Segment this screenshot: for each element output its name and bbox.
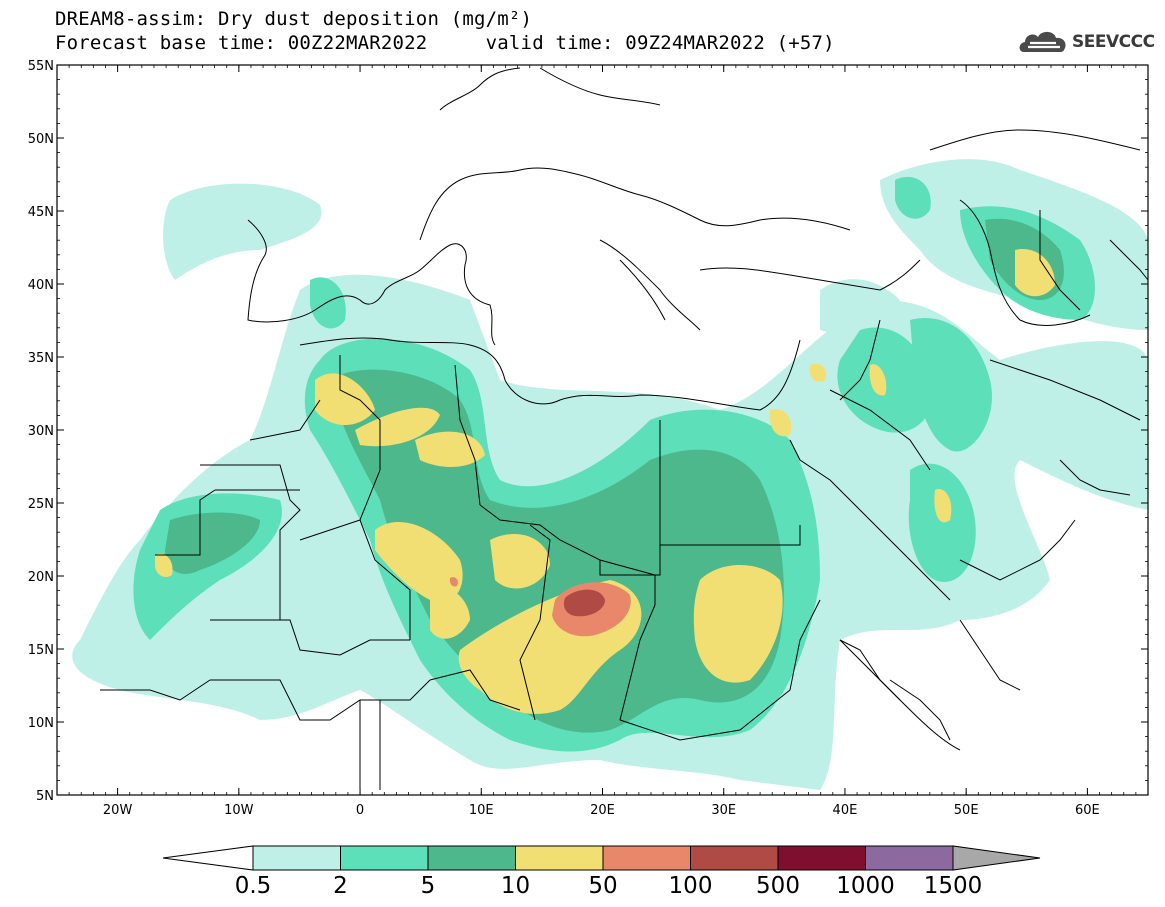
colorbar-box xyxy=(340,845,429,871)
lon-tick-label: 30E xyxy=(711,803,736,818)
colorbar-box xyxy=(427,845,516,871)
lat-tick-label: 25N xyxy=(28,497,54,512)
lon-tick-label: 0 xyxy=(356,803,364,818)
lat-tick-label: 10N xyxy=(28,716,54,731)
colorbar-label: 500 xyxy=(756,873,800,899)
lon-tick-label: 60E xyxy=(1075,803,1100,818)
colorbar-box xyxy=(515,845,604,871)
lon-tick-label: 40E xyxy=(833,803,858,818)
longitude-axis: 20W 10W 0 10E 20E 30E 40E 50E 60E xyxy=(56,65,1149,818)
lat-tick-label: 55N xyxy=(28,59,54,74)
colorbar-box xyxy=(865,845,954,871)
colorbar-low-arrow xyxy=(162,845,254,871)
colorbar: 0.5 2 5 10 50 100 500 1000 1500 xyxy=(162,845,1041,899)
colorbar-box xyxy=(602,845,691,871)
logo-text: SEEVCCC xyxy=(1072,32,1155,52)
lat-tick-label: 15N xyxy=(28,643,54,658)
colorbar-box xyxy=(777,845,866,871)
colorbar-box xyxy=(690,845,779,871)
lat-tick-label: 35N xyxy=(28,351,54,366)
lon-tick-label: 50E xyxy=(954,803,979,818)
lat-tick-label: 5N xyxy=(36,789,54,804)
borders-layer xyxy=(100,67,1149,790)
cloud-icon xyxy=(1019,31,1066,52)
dust-deposition-layer xyxy=(72,159,1148,790)
lon-tick-label: 20E xyxy=(590,803,615,818)
colorbar-label: 1500 xyxy=(924,873,983,899)
lon-tick-label: 20W xyxy=(103,803,133,818)
colorbar-label: 1000 xyxy=(836,873,895,899)
colorbar-label: 2 xyxy=(333,873,348,899)
lat-tick-label: 45N xyxy=(28,205,54,220)
lon-tick-label: 10W xyxy=(224,803,254,818)
colorbar-label: 100 xyxy=(669,873,713,899)
lat-tick-label: 40N xyxy=(28,278,54,293)
colorbar-label: 50 xyxy=(588,873,617,899)
chart-subtitle: Forecast base time: 00Z22MAR2022 valid t… xyxy=(55,32,835,54)
lat-tick-label: 20N xyxy=(28,570,54,585)
lat-tick-label: 50N xyxy=(28,132,54,147)
latitude-axis: 55N 50N 45N 40N 35N 30N 25N 20N 15N 10N 5N xyxy=(28,59,1148,804)
colorbar-box xyxy=(252,845,341,871)
colorbar-label: 10 xyxy=(501,873,530,899)
colorbar-label: 5 xyxy=(421,873,436,899)
lon-tick-label: 10E xyxy=(469,803,494,818)
lat-tick-label: 30N xyxy=(28,424,54,439)
colorbar-label: 0.5 xyxy=(235,873,272,899)
chart-title: DREAM8-assim: Dry dust deposition (mg/m²… xyxy=(55,8,533,30)
colorbar-high-arrow xyxy=(952,845,1041,871)
